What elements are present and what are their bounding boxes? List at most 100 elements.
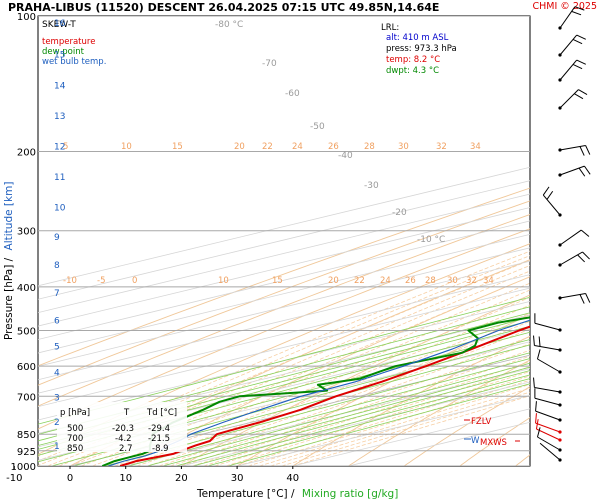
wind-barbs: [533, 6, 591, 462]
wind-barb-shaft: [559, 59, 578, 81]
altitude-tick-label: 8: [54, 261, 60, 271]
moist-adiabat-label: 34: [483, 276, 494, 286]
isotherm-line: [125, 368, 530, 466]
temperature-tick-label: 10: [119, 473, 132, 484]
wind-barb-flag: [578, 167, 586, 177]
temperature-tick-label: 30: [231, 473, 244, 484]
moist-adiabat-label: 0: [132, 276, 137, 286]
altitude-tick-label: 6: [54, 316, 60, 326]
temperature-tick-label: -10: [6, 473, 22, 484]
pressure-tick-label: 400: [17, 283, 36, 294]
wind-barb-flag: [538, 336, 541, 347]
pressure-tick-label: 300: [17, 227, 36, 238]
isotherm-line: [69, 354, 530, 466]
wind-barb-flag: [571, 10, 582, 16]
lrl-temperature: temp: 8.2 °C: [386, 55, 440, 65]
x-axis-label: Temperature [°C] / Mixing ratio [g/kg]: [196, 488, 398, 500]
altitude-tick-label: 15: [54, 50, 65, 60]
moist-adiabat-label: 22: [354, 276, 365, 286]
isotherm-line: [38, 327, 530, 448]
mixing-ratio-line: [105, 352, 530, 466]
wind-barb-flag: [585, 145, 591, 155]
wind-barb-flag: [585, 293, 591, 303]
wind-barb-flag: [576, 59, 586, 65]
altitude-tick-label: 16: [54, 19, 66, 29]
wind-level-label: W: [471, 436, 480, 446]
isotherm-line: [38, 207, 530, 327]
chart-title: PRAHA-LIBUS (11520) DESCENT 26.04.2025 0…: [8, 1, 439, 14]
lrl-background: [383, 17, 491, 76]
mixing-ratio-line: [38, 306, 530, 435]
isotherm-line: [38, 314, 530, 434]
wind-barb-flag: [572, 64, 583, 70]
moist-adiabat-label: 32: [436, 142, 447, 152]
wind-barb-shaft: [542, 194, 561, 216]
moist-adiabat-label: 15: [172, 142, 183, 152]
mixing-ratio-line: [162, 366, 530, 466]
dry-adiabat-label: -50: [310, 122, 325, 132]
moist-adiabat-label: 20: [328, 276, 339, 286]
wind-barb-flag: [582, 251, 590, 260]
table-cell: -29.4: [148, 424, 170, 434]
fzlv-label: FZLV: [471, 417, 492, 427]
lrl-header: LRL:: [381, 23, 399, 33]
isotherm-line: [38, 287, 530, 408]
wind-barb-shaft: [535, 410, 561, 421]
table-cell: -4.2: [115, 434, 132, 444]
wind-barb-flag: [580, 229, 590, 237]
x-axis-label-temperature: Temperature [°C] /: [196, 488, 295, 500]
moist-adiabat-label: 10: [218, 276, 229, 286]
legend-box: [40, 17, 136, 68]
wind-barb-flag: [572, 39, 583, 45]
moist-adiabat-label: -5: [97, 276, 105, 286]
wind-barb-flag: [537, 427, 541, 438]
wind-barb-flag: [579, 146, 585, 156]
wind-barb-shaft: [534, 344, 561, 351]
legend-temperature: temperature: [42, 37, 95, 47]
wind-barb-shaft: [539, 442, 561, 461]
mixing-ratio-line: [147, 362, 530, 466]
dry-adiabat-line: [38, 187, 530, 367]
altitude-tick-label: 3: [54, 394, 60, 404]
isotherm-line: [38, 180, 530, 300]
mixing-ratio-line: [38, 312, 530, 442]
mxws-label: MXWS: [480, 438, 507, 448]
mixing-ratio-line: [207, 378, 530, 466]
wind-barb-flag: [578, 89, 588, 96]
moist-adiabat-label: 28: [425, 276, 436, 286]
wind-barb-shaft: [559, 165, 585, 176]
temperature-tick-label: 40: [286, 473, 299, 484]
wind-barb-shaft: [559, 89, 579, 109]
moist-adiabat-label: 5: [63, 142, 68, 152]
lrl-altitude: alt: 410 m ASL: [386, 33, 449, 43]
wind-barb-flag: [577, 254, 585, 263]
dry-adiabat-label: -60: [285, 89, 300, 99]
levels-table-background: [57, 402, 187, 452]
moist-adiabat-label: 28: [364, 142, 375, 152]
moist-adiabat-label: 15: [272, 276, 283, 286]
dry-adiabat-label: -10 °C: [417, 235, 445, 245]
moist-adiabat-label: -10: [63, 276, 77, 286]
pressure-tick-label: 200: [17, 147, 36, 158]
legend-dew-point: dew point: [42, 47, 85, 57]
moist-adiabat-line: [114, 304, 530, 466]
moist-adiabat-label: 24: [292, 142, 303, 152]
pressure-tick-label: 100: [17, 12, 36, 23]
wind-barb-flag: [579, 294, 585, 304]
wind-barb-shaft: [559, 251, 583, 266]
special-levels: FZLV W MXWS: [464, 417, 520, 448]
series-line: [119, 325, 530, 466]
moist-adiabat-label: 26: [405, 276, 416, 286]
table-cell: -20.3: [112, 424, 134, 434]
wind-barb-flag: [533, 335, 535, 346]
wind-barb-flag: [535, 401, 537, 412]
dry-adiabat-label: -20: [392, 208, 407, 218]
table-cell: 700: [67, 434, 83, 444]
wind-barb-shaft: [534, 397, 561, 406]
wind-barb-shaft: [534, 322, 561, 331]
dry-adiabat-label: -80 °C: [215, 20, 243, 30]
isotherm-line: [38, 301, 530, 421]
wind-barb-shaft: [534, 386, 561, 393]
moist-adiabat-label: 24: [380, 276, 391, 286]
mixing-ratio-line: [128, 358, 530, 466]
